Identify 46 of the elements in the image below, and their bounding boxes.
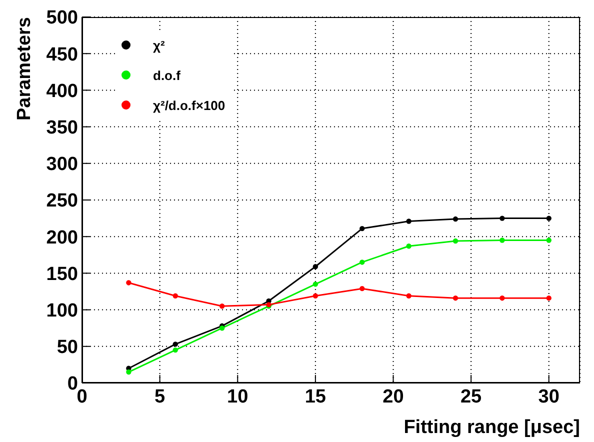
x-axis-title: Fitting range [μsec] xyxy=(404,417,580,438)
legend-label: χ²/d.o.f×100 xyxy=(153,98,226,112)
legend-label: d.o.f xyxy=(153,68,180,82)
point xyxy=(126,369,132,375)
point xyxy=(172,342,178,347)
y-axis-title: Parameters xyxy=(14,17,35,121)
point xyxy=(452,216,458,222)
point xyxy=(406,218,412,224)
point xyxy=(312,282,318,287)
y-tick-label: 250 xyxy=(46,190,78,212)
y-tick-label: 500 xyxy=(46,8,78,29)
x-tick-label: 15 xyxy=(304,386,326,408)
point xyxy=(172,293,178,298)
point xyxy=(500,238,505,243)
point xyxy=(219,326,225,331)
x-tick-label: 20 xyxy=(382,386,404,408)
x-tick-label: 5 xyxy=(154,386,166,408)
point xyxy=(406,293,412,298)
point xyxy=(312,293,318,298)
y-tick-label: 50 xyxy=(56,337,78,358)
x-tick-label: 30 xyxy=(538,386,560,408)
x-tick-label: 25 xyxy=(460,386,482,408)
point xyxy=(360,286,365,292)
point xyxy=(546,238,552,243)
point xyxy=(360,260,365,265)
y-tick-label: 100 xyxy=(46,300,78,322)
legend-label: χ² xyxy=(153,38,165,52)
point xyxy=(406,244,412,249)
point xyxy=(500,295,505,301)
point xyxy=(219,304,225,309)
point xyxy=(172,347,178,353)
y-tick-label: 200 xyxy=(46,227,78,248)
y-tick-label: 150 xyxy=(46,264,78,285)
point xyxy=(546,295,552,301)
point xyxy=(360,226,365,232)
x-tick-label: 10 xyxy=(227,386,248,408)
y-tick-label: 400 xyxy=(46,80,78,102)
y-tick-label: 350 xyxy=(46,118,78,139)
point xyxy=(546,216,552,221)
point xyxy=(312,264,318,270)
point xyxy=(452,238,458,244)
y-tick-label: 300 xyxy=(46,154,78,176)
y-tick-label: 450 xyxy=(46,44,78,66)
point xyxy=(126,280,132,286)
point xyxy=(452,295,458,301)
point xyxy=(500,216,505,221)
